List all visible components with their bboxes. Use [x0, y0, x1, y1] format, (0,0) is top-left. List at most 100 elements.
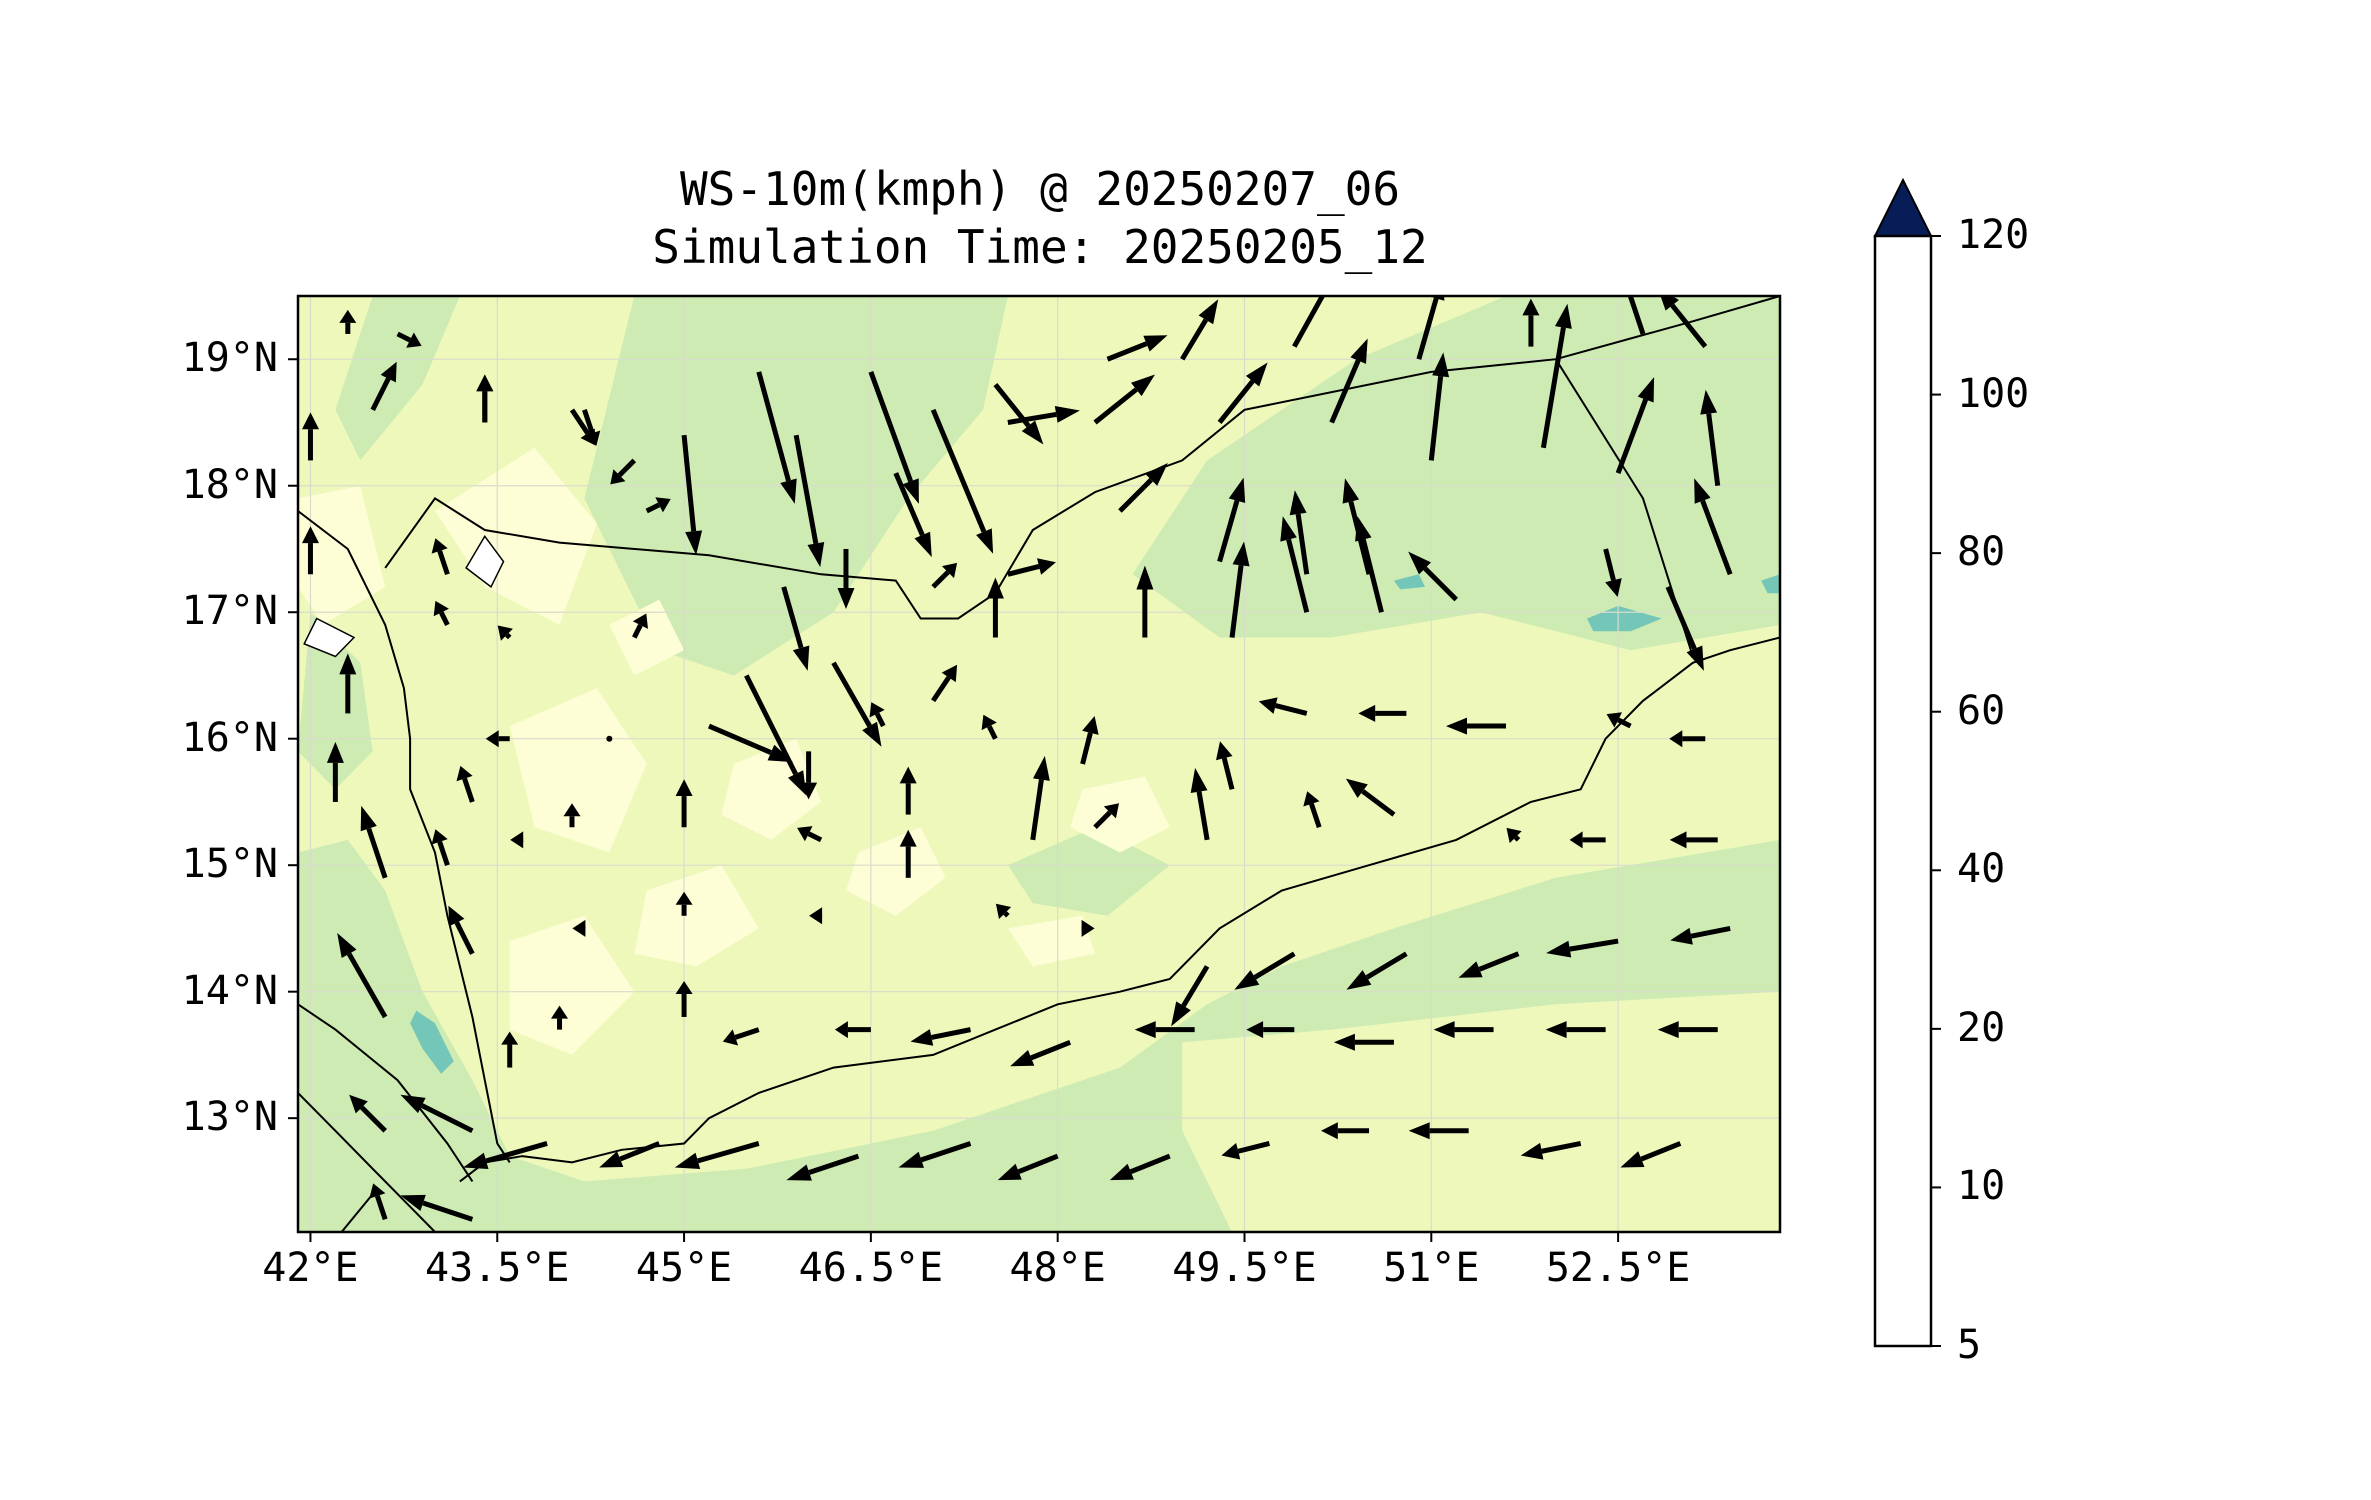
lon-tick-label: 42°E	[262, 1245, 359, 1291]
colorbar-label: 120	[1957, 212, 2030, 258]
coastline	[298, 510, 511, 1163]
wind-arrow	[369, 1183, 388, 1221]
wind-arrow	[510, 831, 524, 849]
wind-arrow	[400, 1194, 474, 1222]
lat-tick-label: 17°N	[181, 588, 278, 635]
contour-region	[1393, 574, 1426, 590]
wind-arrow	[1627, 296, 1646, 335]
colorbar-label: 20	[1957, 1004, 2006, 1051]
coastline	[459, 636, 1780, 1183]
plot-area	[298, 296, 1780, 1232]
wind-arrow	[1007, 558, 1056, 577]
wind-arrow	[1109, 1153, 1171, 1181]
wind-arrow	[1446, 717, 1507, 735]
wind-arrow	[793, 434, 825, 568]
wind-arrow	[1545, 1021, 1606, 1039]
contour-region	[410, 1010, 454, 1074]
wind-arrow	[1433, 1021, 1494, 1039]
wind-arrow	[632, 613, 648, 639]
contour-region	[721, 738, 822, 840]
wind-arrow	[675, 779, 693, 828]
wind-arrow	[485, 730, 510, 748]
lon-tick-label: 46.5°E	[798, 1245, 944, 1291]
wind-arrow	[1217, 362, 1268, 425]
contour-region	[509, 688, 647, 853]
wind-arrow	[707, 723, 793, 763]
wind-arrow	[569, 408, 596, 446]
contour-region	[609, 599, 685, 676]
colorbar-label: 10	[1957, 1163, 2006, 1210]
colorbar-frame	[1873, 234, 1933, 1348]
wind-arrow	[1694, 478, 1733, 576]
wind-arrow	[800, 751, 818, 800]
wind-arrow	[497, 625, 513, 641]
wind-arrow	[1522, 298, 1540, 347]
wind-arrow	[339, 653, 357, 714]
wind-arrow	[610, 458, 637, 485]
wind-arrow	[1030, 755, 1050, 841]
wind-arrow	[1615, 377, 1655, 474]
wind-arrow	[981, 714, 998, 740]
wind-arrow	[337, 933, 388, 1019]
wind-arrow	[910, 1027, 971, 1046]
wind-arrow	[1428, 352, 1450, 461]
wind-arrow	[868, 371, 919, 504]
contour-region	[1007, 827, 1170, 916]
wind-arrow	[675, 891, 693, 916]
wind-arrow	[1603, 548, 1622, 597]
wind-arrow	[831, 661, 882, 747]
wind-arrow	[899, 829, 917, 878]
map-gridlines	[298, 296, 1780, 1232]
lat-tick-label: 18°N	[181, 461, 278, 508]
wind-arrow	[931, 664, 958, 703]
wind-arrow	[1080, 716, 1099, 765]
wind-arrow	[360, 805, 388, 879]
wind-arrow	[1540, 303, 1572, 449]
colorbar-label: 80	[1957, 529, 2006, 576]
wind-arrow	[1620, 1141, 1682, 1168]
wind-arrow	[456, 765, 475, 803]
wind-arrow	[1258, 697, 1308, 716]
wind-arrow	[599, 1141, 661, 1168]
wind-arrow	[1118, 463, 1168, 513]
wind-arrow	[997, 1153, 1059, 1181]
contour-region	[435, 447, 597, 625]
contour-region	[634, 865, 759, 967]
wind-arrow	[995, 903, 1012, 919]
wind-arrow	[1081, 919, 1095, 937]
wind-arrow	[1234, 951, 1296, 990]
wind-arrow	[606, 735, 613, 742]
lon-tick-label: 51°E	[1383, 1245, 1480, 1291]
wind-arrow	[781, 586, 810, 671]
map-title: WS-10m(kmph) @ 20250207_06	[679, 162, 1401, 216]
wind-arrow	[400, 1094, 474, 1134]
wind-arrow	[1221, 1141, 1271, 1160]
lat-tick-label: 14°N	[181, 967, 278, 1014]
wind-arrow	[899, 766, 917, 815]
wind-arrow	[809, 907, 823, 925]
wind-arrow	[476, 374, 494, 423]
lon-tick-label: 43.5°E	[425, 1245, 570, 1291]
wind-arrow	[898, 1141, 972, 1168]
wind-arrow	[931, 562, 958, 589]
wind-arrow	[1333, 1033, 1394, 1051]
wind-arrow	[1180, 299, 1219, 361]
wind-arrow	[645, 497, 671, 514]
wind-arrow	[834, 1021, 871, 1039]
wind-arrow	[1303, 791, 1322, 829]
wind-arrow	[1292, 296, 1326, 348]
wind-arrow	[302, 412, 319, 461]
wind-arrow	[1506, 827, 1522, 844]
wind-arrow	[1229, 541, 1250, 638]
wind-arrow	[1665, 585, 1704, 671]
wind-arrow	[1216, 741, 1235, 790]
lat-tick-label: 13°N	[181, 1094, 278, 1141]
coastline	[340, 1193, 374, 1232]
coastline	[298, 1003, 474, 1182]
lat-tick-label: 16°N	[181, 714, 278, 761]
wind-arrow	[1136, 565, 1154, 638]
colorbar-label: 100	[1957, 370, 2030, 417]
wind-arrow	[326, 741, 344, 802]
contour-region	[1182, 991, 1780, 1232]
wind-arrow	[869, 702, 886, 728]
